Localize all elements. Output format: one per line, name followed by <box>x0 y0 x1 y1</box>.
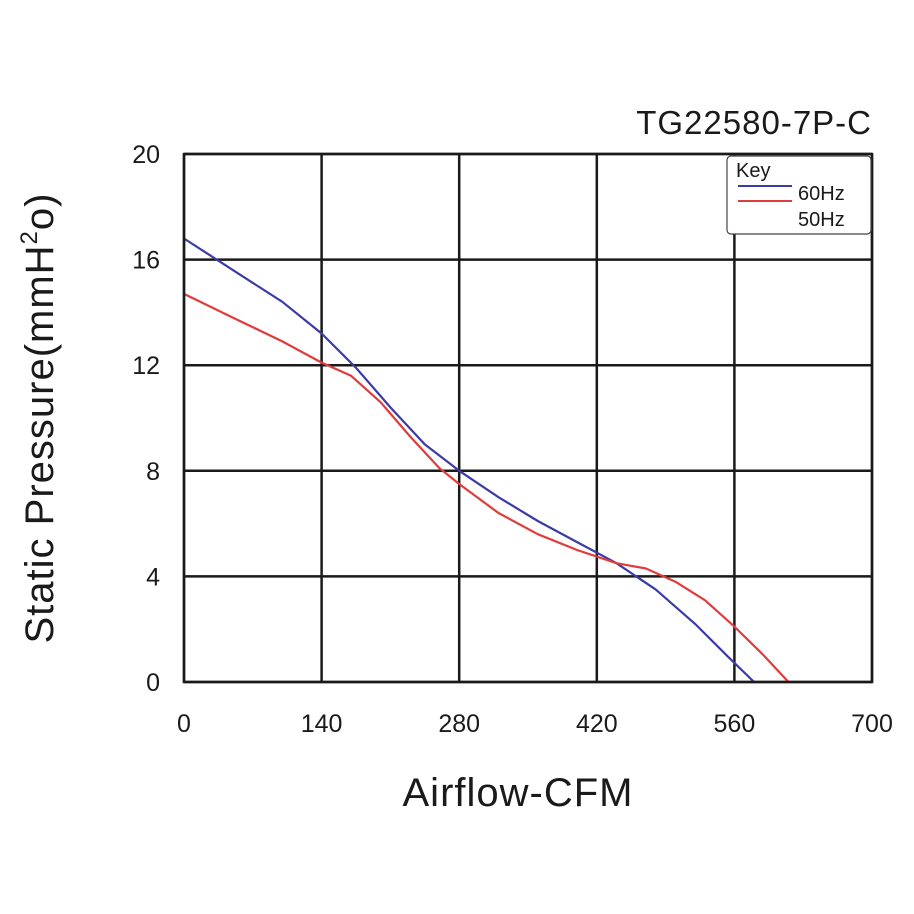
legend-label-50hz: 50Hz <box>798 209 845 231</box>
x-tick-label-0: 0 <box>177 710 191 738</box>
series-line-50hz <box>182 292 790 684</box>
x-tick-label-280: 280 <box>438 710 480 738</box>
legend-title: Key <box>736 160 770 182</box>
y-axis-label-end: o) <box>18 193 62 231</box>
y-tick-label-0: 0 <box>146 669 160 697</box>
series-line-60hz <box>182 237 756 684</box>
y-tick-label-8: 8 <box>146 458 160 486</box>
x-axis-label: Airflow-CFM <box>403 771 634 815</box>
legend: Key 60Hz 50Hz <box>726 155 872 235</box>
series-lines <box>182 237 790 684</box>
y-tick-label-4: 4 <box>146 563 160 591</box>
chart-title: TG22580-7P-C <box>636 104 872 141</box>
y-axis-label-base: Static Pressure(mmH <box>18 244 62 643</box>
y-tick-label-16: 16 <box>132 247 160 275</box>
y-tick-labels: 0 4 8 12 16 20 <box>132 141 160 697</box>
y-axis-label-sup: 2 <box>16 230 43 244</box>
y-tick-label-20: 20 <box>132 141 160 169</box>
x-tick-label-560: 560 <box>714 710 756 738</box>
x-tick-label-140: 140 <box>301 710 343 738</box>
x-tick-label-700: 700 <box>851 710 893 738</box>
x-tick-labels: 0 140 280 420 560 700 <box>177 710 893 738</box>
x-tick-label-420: 420 <box>576 710 618 738</box>
legend-box <box>726 155 872 235</box>
y-tick-label-12: 12 <box>132 352 160 380</box>
plot-frame <box>182 152 874 684</box>
y-axis-label: Static Pressure(mmH2o) <box>16 193 62 644</box>
legend-label-60hz: 60Hz <box>798 183 845 205</box>
